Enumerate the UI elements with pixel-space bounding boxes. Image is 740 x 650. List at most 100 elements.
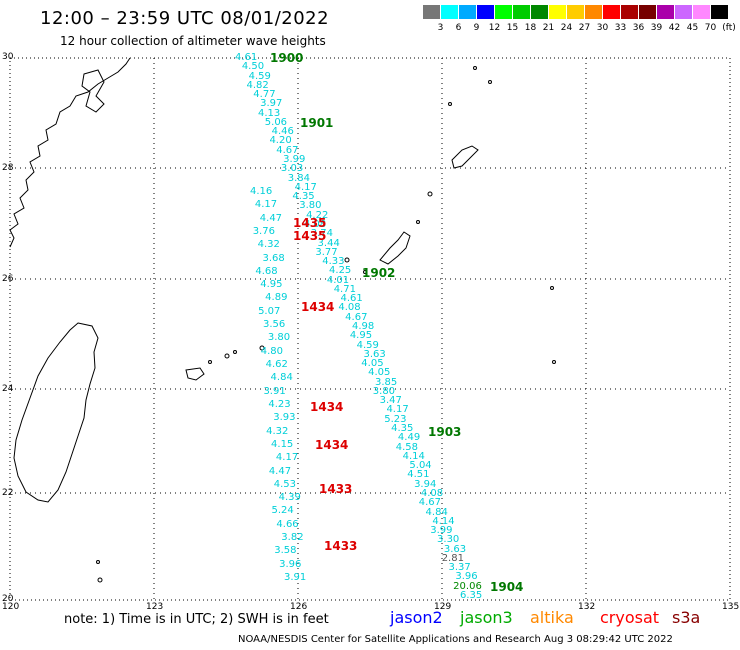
scale-swatch xyxy=(549,5,566,19)
wave-height-value: 3.82 xyxy=(281,532,304,544)
wave-height-value: 3.37 xyxy=(448,562,471,574)
satellite-legend-entry: jason2 xyxy=(390,608,443,627)
china-coastline xyxy=(9,57,131,248)
amami-island xyxy=(451,145,479,169)
wave-height-value: 4.67 xyxy=(276,144,299,156)
wave-height-value: 5.23 xyxy=(384,413,407,425)
satellite-legend-entry: altika xyxy=(530,608,574,627)
scale-unit: (ft) xyxy=(722,23,736,33)
wave-height-value: 4.68 xyxy=(255,265,278,277)
wave-height-value: 4.84 xyxy=(270,372,293,384)
scale-label: 45 xyxy=(686,23,699,33)
wave-height-value: 4.58 xyxy=(395,441,419,453)
wave-height-value: 3.74 xyxy=(310,228,333,240)
wave-height-value: 4.17 xyxy=(386,404,409,416)
graticule xyxy=(10,58,730,600)
wave-height-value: 3.68 xyxy=(262,252,285,264)
scale-label: 18 xyxy=(524,23,537,33)
satellite-legend-entry: s3a xyxy=(672,608,701,627)
longitude-label: 135 xyxy=(722,602,740,612)
wave-height-value: 4.89 xyxy=(265,292,288,304)
wave-height-value: 3.94 xyxy=(414,478,437,490)
pass-time-label: 1435 xyxy=(293,229,327,243)
wave-height-value: 4.95 xyxy=(349,330,373,342)
wave-height-value: 3.96 xyxy=(455,571,478,583)
map-subtitle: 12 hour collection of altimeter wave hei… xyxy=(60,34,326,48)
wave-height-value: 4.61 xyxy=(235,52,258,63)
wave-height-value: 3.63 xyxy=(363,348,386,360)
scale-label: 3 xyxy=(437,23,444,33)
latitude-label: 30 xyxy=(2,52,14,62)
latitude-label: 20 xyxy=(2,594,14,604)
latitude-label: 28 xyxy=(2,163,14,173)
scale-swatch xyxy=(585,5,602,19)
wave-height-value: 3.44 xyxy=(317,237,340,249)
scale-swatch xyxy=(441,5,458,19)
map-title: 12:00 – 23:59 UTC 08/01/2022 xyxy=(40,8,330,29)
scale-swatch xyxy=(657,5,674,19)
wave-height-value: 3.30 xyxy=(437,534,460,546)
credit-line: NOAA/NESDIS Center for Satellite Applica… xyxy=(238,634,673,645)
wave-height-value: 4.47 xyxy=(268,465,292,477)
scale-swatch xyxy=(495,5,512,19)
wave-height-value: 3.80 xyxy=(267,332,291,344)
footer-note: note: 1) Time is in UTC; 2) SWH is in fe… xyxy=(64,612,329,627)
wave-height-value: 3.47 xyxy=(379,395,402,407)
scale-label: 42 xyxy=(668,23,681,33)
pass-time-label: 1435 xyxy=(293,216,327,230)
pass-time-label: 1904 xyxy=(490,580,524,594)
wave-height-value: 4.08 xyxy=(303,218,327,230)
scale-swatch xyxy=(459,5,476,19)
scale-label: 12 xyxy=(488,23,501,33)
ishigaki-island xyxy=(185,367,205,381)
wave-height-value: 4.08 xyxy=(338,302,361,314)
wave-height-value: 6.35 xyxy=(460,590,483,601)
wave-height-value: 3.63 xyxy=(443,543,467,555)
wave-height-value: 4.46 xyxy=(271,126,294,138)
wave-height-value: 3.58 xyxy=(274,545,297,557)
wave-height-value: 4.01 xyxy=(326,274,350,286)
scale-label: 33 xyxy=(614,23,627,33)
wave-height-value: 4.33 xyxy=(322,256,345,268)
wave-height-value: 3.76 xyxy=(252,225,275,237)
wave-height-value: 5.04 xyxy=(409,460,432,472)
wave-height-value: 4.35 xyxy=(292,191,315,203)
wave-height-value: 4.82 xyxy=(246,79,269,91)
wave-height-value: 4.32 xyxy=(257,239,280,251)
wave-height-value: 3.03 xyxy=(280,163,304,175)
scale-label: 39 xyxy=(650,23,663,33)
pass-time-label: 1433 xyxy=(319,482,353,496)
small-islands xyxy=(96,66,556,583)
scale-label: 24 xyxy=(560,23,573,33)
wave-height-value: 3.80 xyxy=(299,200,322,212)
scale-label: 21 xyxy=(542,23,555,33)
wave-height-value: 4.13 xyxy=(257,107,281,119)
wave-height-value: 4.71 xyxy=(333,283,356,295)
wave-height-value: 2.81 xyxy=(441,552,464,564)
wave-height-value: 4.80 xyxy=(260,345,284,357)
pass-time-label: 1434 xyxy=(301,300,335,314)
wave-height-value: 4.53 xyxy=(273,478,296,490)
wave-height-value: 3.77 xyxy=(315,246,338,258)
wave-height-value: 3.80 xyxy=(372,385,396,397)
wave-height-value: 4.14 xyxy=(402,450,425,462)
longitude-label: 120 xyxy=(2,602,20,612)
scale-swatch xyxy=(513,5,530,19)
wave-height-value: 4.32 xyxy=(266,425,289,437)
wave-height-value: 4.51 xyxy=(407,469,430,481)
wave-height-value: 4.67 xyxy=(418,497,441,509)
wave-height-value: 3.93 xyxy=(273,412,296,424)
wave-height-value: 4.66 xyxy=(276,518,299,530)
wave-height-value: 4.16 xyxy=(250,186,273,197)
pass-time-label: 1434 xyxy=(310,400,344,414)
wave-height-value: 4.84 xyxy=(425,506,448,518)
scale-label: 15 xyxy=(506,23,519,33)
wave-height-value: 4.14 xyxy=(432,515,455,527)
scale-label: 27 xyxy=(578,23,591,33)
wave-height-value: 4.77 xyxy=(253,89,276,101)
taiwan-coastline xyxy=(13,322,99,503)
wave-height-value: 4.59 xyxy=(248,70,271,82)
wave-height-value: 4.15 xyxy=(271,438,294,450)
